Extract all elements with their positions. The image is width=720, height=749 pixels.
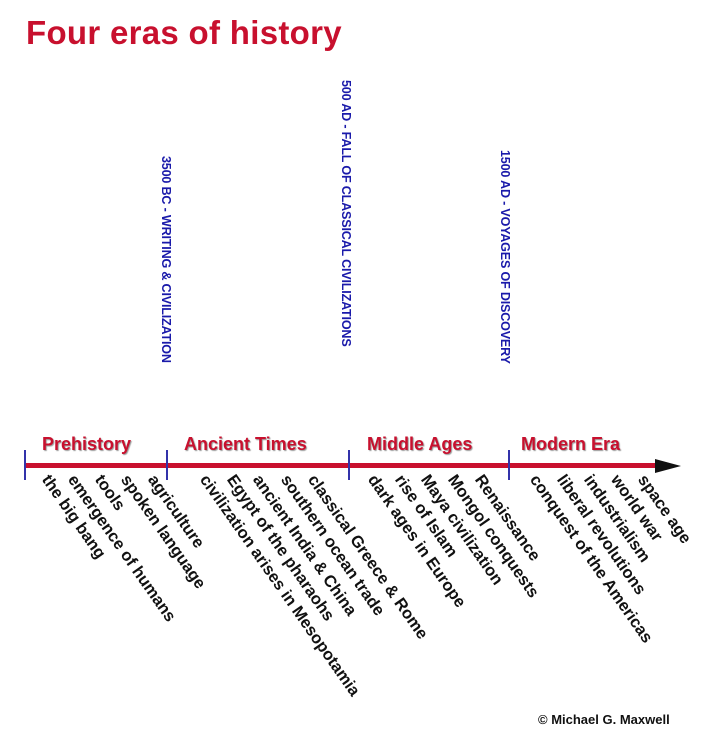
milestone-label: 1500 AD - VOYAGES OF DISCOVERY [498,150,512,364]
page-title: Four eras of history [26,14,342,51]
milestone-label: 500 AD - FALL OF CLASSICAL CIVILIZATIONS [339,80,353,347]
era-ancient-times: Ancient Times [184,434,307,454]
axis-tick [24,450,26,480]
arrow-head-icon [655,459,681,473]
copyright-notice: © Michael G. Maxwell [538,712,670,727]
era-middle-ages: Middle Ages [367,434,473,454]
axis-tick [348,450,350,480]
timeline-axis [25,463,665,468]
era-modern-era: Modern Era [521,434,621,454]
axis-tick [508,450,510,480]
era-prehistory: Prehistory [42,434,132,454]
milestone-label: 3500 BC - WRITING & CIVILIZATION [159,156,173,363]
axis-tick [166,450,168,480]
